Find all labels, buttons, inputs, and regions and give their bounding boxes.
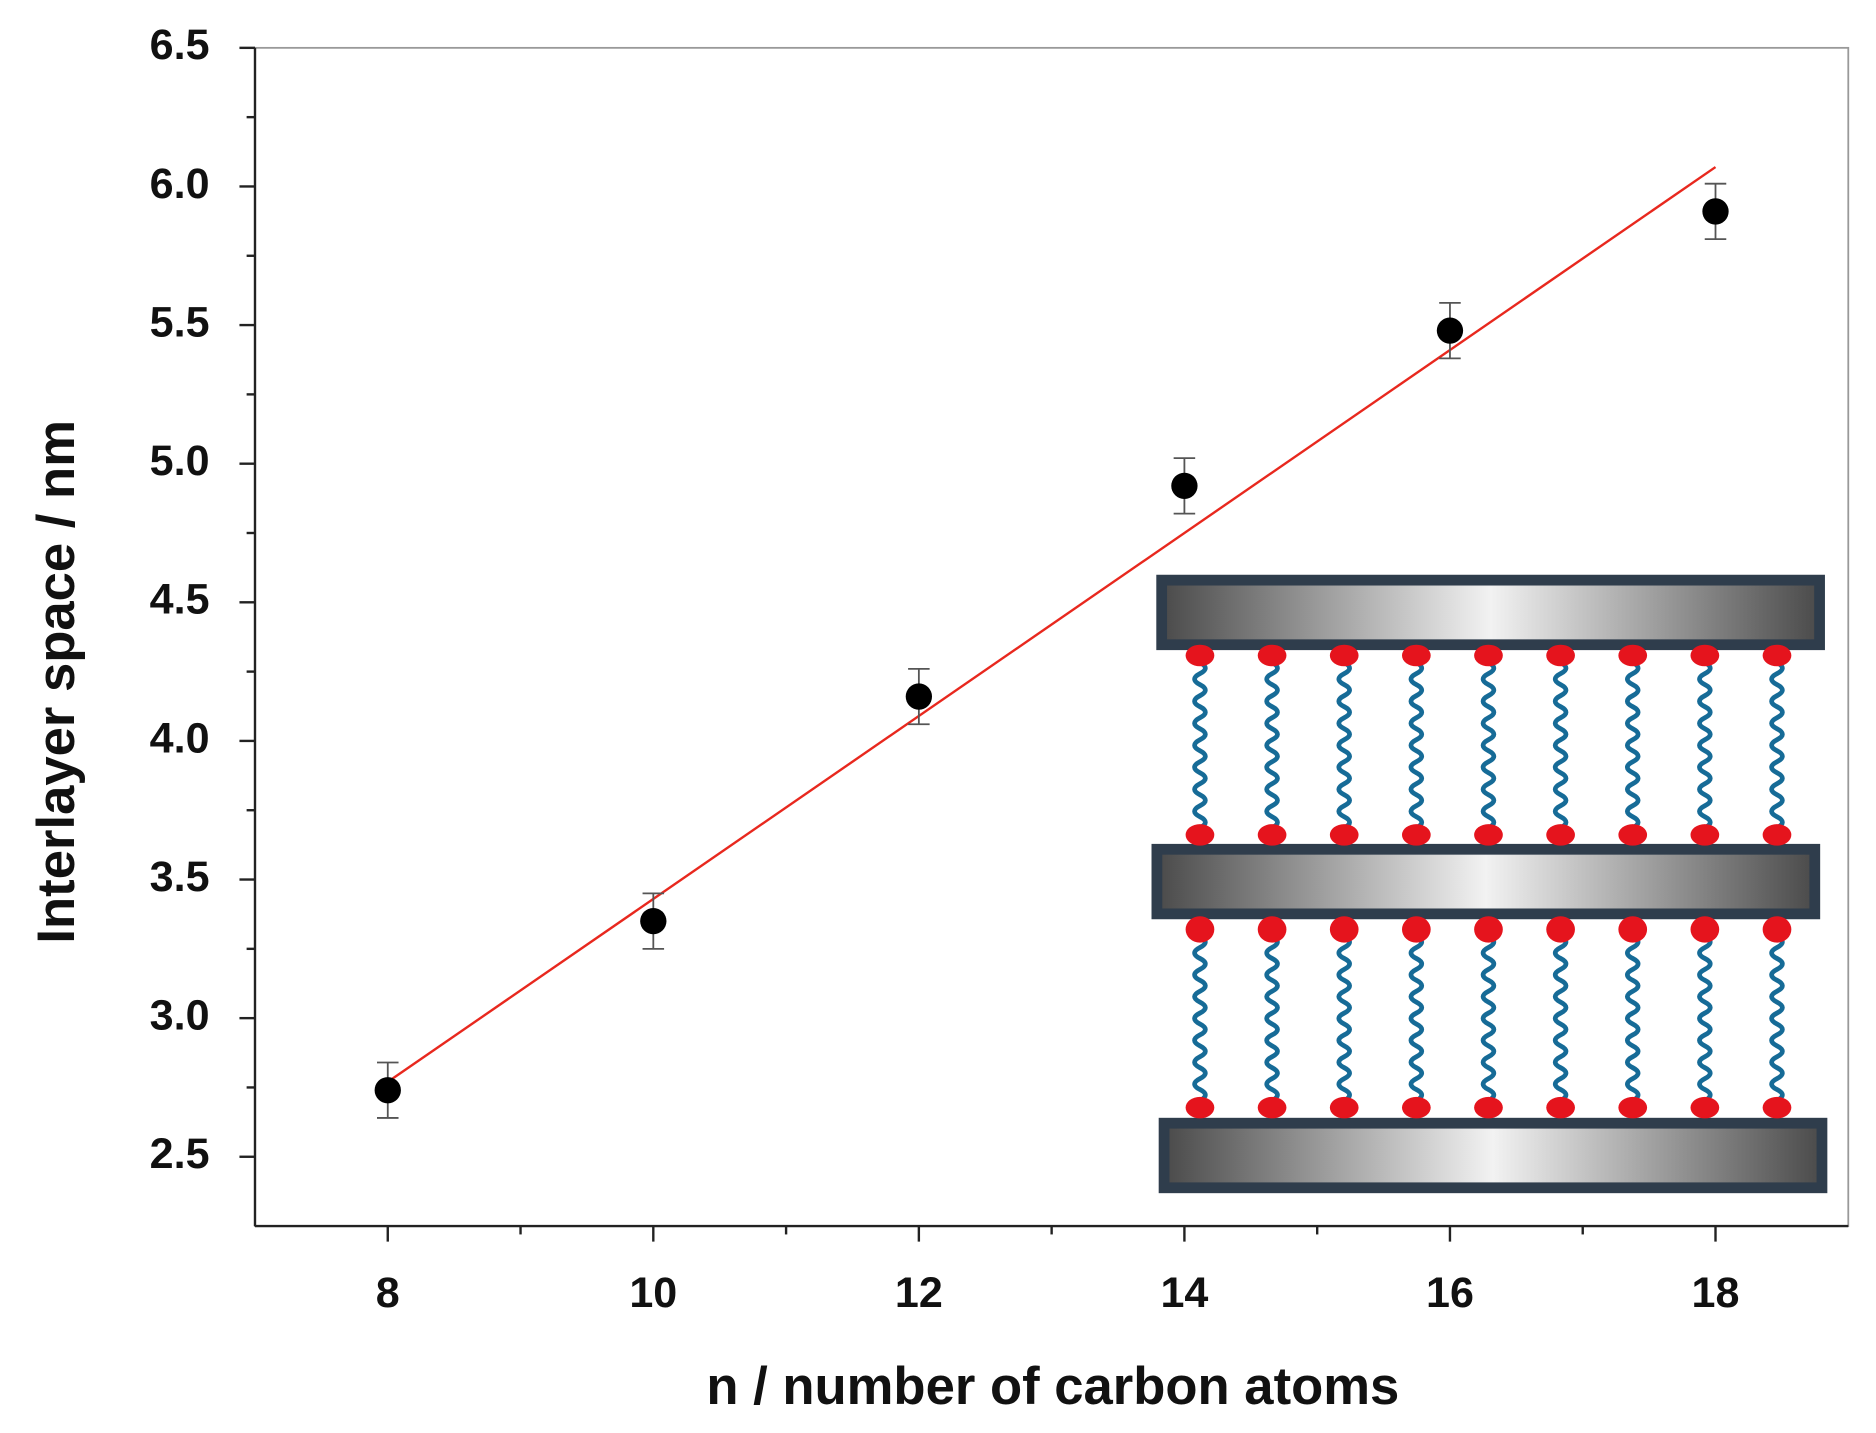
head-group <box>1690 916 1720 943</box>
head-group <box>1185 916 1215 943</box>
head-group <box>1329 644 1359 667</box>
alkyl-chain <box>1408 660 1425 830</box>
y-tick-label: 6.5 <box>150 21 210 69</box>
head-group <box>1257 644 1287 667</box>
alkyl-chain <box>1697 660 1713 830</box>
fit-line <box>387 166 1717 1083</box>
data-point <box>1702 198 1729 225</box>
head-group <box>1546 824 1575 846</box>
y-tick-label: 5.5 <box>150 298 210 346</box>
alkyl-chain <box>1769 934 1785 1103</box>
head-group <box>1762 644 1792 667</box>
head-group <box>1618 824 1648 846</box>
alkyl-chain <box>1264 934 1280 1103</box>
head-group <box>1690 824 1720 846</box>
head-group <box>1185 644 1215 667</box>
head-group <box>1329 824 1359 846</box>
head-group <box>1257 824 1287 846</box>
alkyl-chain <box>1480 934 1497 1103</box>
head-group <box>1546 644 1575 667</box>
head-group <box>1546 1096 1575 1119</box>
alkyl-chain <box>1625 660 1641 830</box>
y-tick-label: 6.0 <box>150 160 210 208</box>
y-tick-label: 5.0 <box>150 437 210 485</box>
x-tick-label: 16 <box>1426 1269 1474 1317</box>
alkyl-chain <box>1336 660 1352 830</box>
x-tick-label: 12 <box>895 1269 943 1317</box>
x-tick-label: 18 <box>1692 1269 1740 1317</box>
head-group <box>1546 916 1575 943</box>
head-group <box>1618 916 1648 943</box>
head-group <box>1474 1096 1503 1119</box>
head-group <box>1329 1096 1359 1119</box>
y-tick-label: 4.5 <box>150 576 210 624</box>
alkyl-chain <box>1625 934 1641 1103</box>
alkyl-chain <box>1264 660 1280 830</box>
alkyl-chain <box>1769 660 1785 830</box>
head-group <box>1185 824 1215 846</box>
head-group <box>1329 916 1359 943</box>
head-group <box>1690 1096 1720 1119</box>
inset-illustration <box>1151 574 1828 1194</box>
data-point <box>374 1077 401 1104</box>
head-group <box>1474 824 1503 846</box>
head-group <box>1401 824 1431 846</box>
data-point <box>640 907 667 935</box>
data-point <box>1436 317 1464 344</box>
head-group <box>1401 644 1431 667</box>
head-group <box>1618 1096 1648 1119</box>
data-point <box>1171 472 1198 500</box>
head-group <box>1185 1096 1215 1119</box>
x-tick-label: 14 <box>1160 1269 1208 1317</box>
alkyl-chain <box>1552 934 1569 1103</box>
x-tick-label: 8 <box>376 1269 400 1317</box>
head-group <box>1762 824 1792 846</box>
head-group <box>1618 644 1648 667</box>
alkyl-chain <box>1480 660 1497 830</box>
alkyl-chain <box>1192 934 1208 1103</box>
x-axis-title: n / number of carbon atoms <box>706 1357 1399 1416</box>
y-tick-label: 3.5 <box>150 853 210 901</box>
alkyl-chain <box>1697 934 1713 1103</box>
head-group <box>1401 916 1431 943</box>
layer-slab <box>1151 843 1821 920</box>
y-tick-label: 4.0 <box>150 714 210 762</box>
alkyl-chain <box>1408 934 1425 1103</box>
y-tick-label: 2.5 <box>150 1130 210 1178</box>
head-group <box>1690 644 1720 667</box>
head-group <box>1474 916 1503 943</box>
head-group <box>1762 1096 1792 1119</box>
alkyl-chain <box>1336 934 1352 1103</box>
x-tick-label: 10 <box>629 1269 677 1317</box>
alkyl-chain <box>1552 660 1569 830</box>
data-point <box>905 683 933 710</box>
head-group <box>1762 916 1792 943</box>
layer-slab <box>1156 574 1825 651</box>
head-group <box>1474 644 1503 667</box>
y-tick-label: 3.0 <box>150 992 210 1040</box>
y-axis-title: Interlayer space / nm <box>27 420 86 944</box>
head-group <box>1401 1096 1431 1119</box>
head-group <box>1257 916 1287 943</box>
layer-slab <box>1158 1117 1828 1194</box>
head-group <box>1257 1096 1287 1119</box>
alkyl-chain <box>1192 660 1208 830</box>
